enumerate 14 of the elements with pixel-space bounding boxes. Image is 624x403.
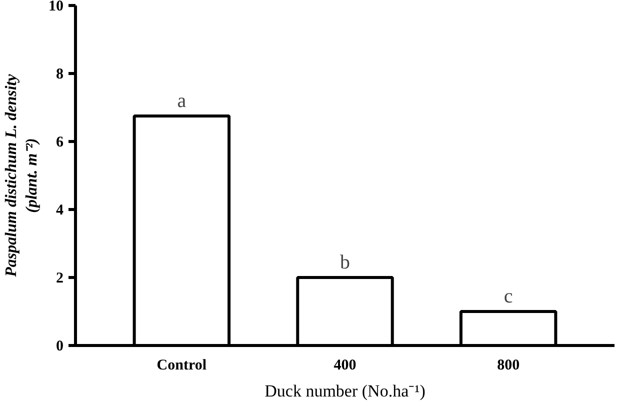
annotation: c bbox=[504, 286, 513, 308]
x-tick-label: Control bbox=[156, 358, 207, 374]
x-axis-title: Duck number (No.ha⁻¹) bbox=[264, 382, 426, 400]
y-axis-title: Paspalum distichum L. density (plant. m⁻²) bbox=[3, 73, 40, 278]
x-tick-label: 800 bbox=[497, 358, 520, 374]
annotation: b bbox=[340, 252, 350, 274]
x-tick-label: 400 bbox=[334, 358, 356, 374]
y-tick-label: 6 bbox=[56, 134, 64, 150]
y-tick-label: 10 bbox=[48, 0, 64, 14]
annotation: a bbox=[177, 90, 186, 112]
y-tick-label: 0 bbox=[56, 338, 64, 354]
y-tick-label: 8 bbox=[56, 66, 64, 82]
y-tick-label: 4 bbox=[56, 202, 64, 218]
y-tick-label: 2 bbox=[56, 270, 64, 286]
